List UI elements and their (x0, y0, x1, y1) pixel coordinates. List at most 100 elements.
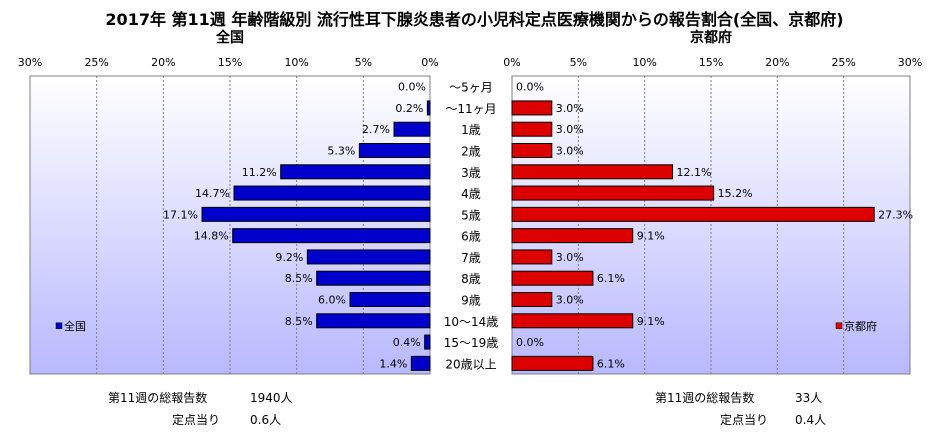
category-label: 3歳 (461, 166, 481, 180)
national-data-label: 17.1% (163, 208, 198, 221)
national-data-label: 11.2% (242, 166, 277, 179)
kyoto-data-label: 9.1% (637, 315, 665, 328)
national-legend-swatch (55, 322, 63, 330)
kyoto-data-label: 3.0% (556, 102, 584, 115)
national-legend-label: 全国 (64, 319, 86, 333)
kyoto-bar (511, 206, 875, 222)
category-label: 7歳 (461, 251, 481, 265)
kyoto-data-label: 3.0% (556, 251, 584, 264)
national-bar (393, 121, 431, 137)
kyoto-per-value: 0.4人 (795, 413, 827, 427)
kyoto-total-label: 第11週の総報告数 (655, 391, 755, 405)
national-bar (316, 313, 431, 329)
national-bar (410, 355, 431, 371)
national-total-label: 第11週の総報告数 (108, 391, 208, 405)
kyoto-bar (511, 355, 594, 371)
kyoto-bar (511, 143, 553, 158)
age-category-labels: ～5ヶ月 ～11ヶ月 1歳 2歳 3歳 4歳 5歳 6歳 7歳 8歳 9歳 10～14歳 15～19歳 2… (444, 81, 499, 372)
category-label: 4歳 (461, 187, 481, 201)
national-bar (232, 228, 431, 244)
category-label: 8歳 (461, 272, 481, 286)
kyoto-tick-label: 15% (699, 56, 723, 69)
kyoto-tick-label: 10% (632, 56, 656, 69)
kyoto-tick-label: 0% (503, 56, 520, 69)
kyoto-data-label: 0.0% (516, 81, 544, 94)
national-data-label: 0.0% (398, 81, 426, 94)
kyoto-data-label: 9.1% (637, 230, 665, 243)
kyoto-tick-label: 30% (898, 56, 922, 69)
kyoto-tick-label: 20% (765, 56, 789, 69)
kyoto-bar (511, 249, 553, 265)
national-tick-label: 30% (18, 56, 42, 69)
kyoto-data-label: 12.1% (677, 166, 712, 179)
category-label: 20歳以上 (445, 357, 496, 371)
national-data-label: 6.0% (318, 294, 346, 307)
kyoto-tick-label: 25% (831, 56, 855, 69)
national-data-label: 14.7% (195, 187, 230, 200)
kyoto-bar (511, 185, 715, 201)
national-bar (280, 164, 431, 180)
national-data-label: 14.8% (194, 230, 229, 243)
national-bar (233, 185, 431, 201)
chart-title: 2017年 第11週 年齢階級別 流行性耳下腺炎患者の小児科定点医療機関からの報… (105, 10, 844, 29)
kyoto-data-label: 27.3% (878, 208, 913, 221)
national-bar (426, 100, 431, 116)
category-label: 15～19歳 (444, 336, 499, 350)
kyoto-bar (511, 228, 634, 244)
national-data-label: 1.4% (379, 357, 407, 370)
national-tick-label: 15% (218, 56, 242, 69)
national-tick-label: 20% (151, 56, 175, 69)
category-label: 10～14歳 (444, 315, 499, 329)
kyoto-panel: 京都府 0% 5% 10% 15% 20% 25% 30% 0.0% 3.0% 3.0% 3.0% 12… (503, 29, 922, 375)
national-panel: 全国 30% 25% 20% 15% 10% 5% 0% 0.0% 0.2% 2.7% 5.3% 11.… (18, 29, 439, 375)
category-label: ～11ヶ月 (445, 102, 496, 116)
kyoto-data-label: 3.0% (556, 123, 584, 136)
national-data-label: 8.5% (285, 315, 313, 328)
kyoto-bar (511, 313, 634, 329)
kyoto-legend-label: 京都府 (844, 319, 877, 333)
kyoto-data-label: 6.1% (597, 357, 625, 370)
kyoto-tick-label: 5% (570, 56, 587, 69)
national-tick-label: 10% (284, 56, 308, 69)
kyoto-bar (511, 100, 553, 116)
national-bar (358, 143, 431, 158)
category-label: 6歳 (461, 230, 481, 244)
kyoto-data-label: 3.0% (556, 294, 584, 307)
national-tick-label: 25% (84, 56, 108, 69)
category-label: 1歳 (461, 123, 481, 137)
kyoto-data-label: 3.0% (556, 145, 584, 158)
national-panel-title: 全国 (215, 29, 244, 46)
kyoto-per-label: 定点当り (720, 413, 769, 427)
category-label: ～5ヶ月 (449, 81, 493, 95)
kyoto-bar (511, 164, 674, 180)
kyoto-panel-title: 京都府 (690, 29, 732, 46)
category-label: 9歳 (461, 294, 481, 308)
national-bar (306, 249, 431, 265)
kyoto-legend-swatch (835, 322, 843, 330)
national-bar (201, 206, 431, 222)
national-data-label: 0.4% (393, 336, 421, 349)
kyoto-data-label: 6.1% (597, 272, 625, 285)
kyoto-bar (511, 121, 553, 137)
national-data-label: 5.3% (327, 145, 355, 158)
national-data-label: 2.7% (362, 123, 390, 136)
national-per-value: 0.6人 (250, 413, 282, 427)
kyoto-data-label: 0.0% (516, 336, 544, 349)
national-total-value: 1940人 (250, 391, 293, 405)
national-data-label: 0.2% (395, 102, 423, 115)
kyoto-bar (511, 270, 594, 286)
category-label: 2歳 (461, 145, 481, 159)
category-label: 5歳 (461, 208, 481, 222)
national-data-label: 9.2% (275, 251, 303, 264)
national-bar (349, 292, 431, 307)
kyoto-data-label: 15.2% (718, 187, 753, 200)
national-per-label: 定点当り (172, 413, 221, 427)
national-bar (316, 270, 431, 286)
kyoto-bar (511, 292, 553, 307)
national-tick-label: 5% (355, 56, 372, 69)
kyoto-total-value: 33人 (795, 391, 823, 405)
national-bar (424, 334, 431, 350)
national-data-label: 8.5% (285, 272, 313, 285)
national-tick-label: 0% (421, 56, 438, 69)
